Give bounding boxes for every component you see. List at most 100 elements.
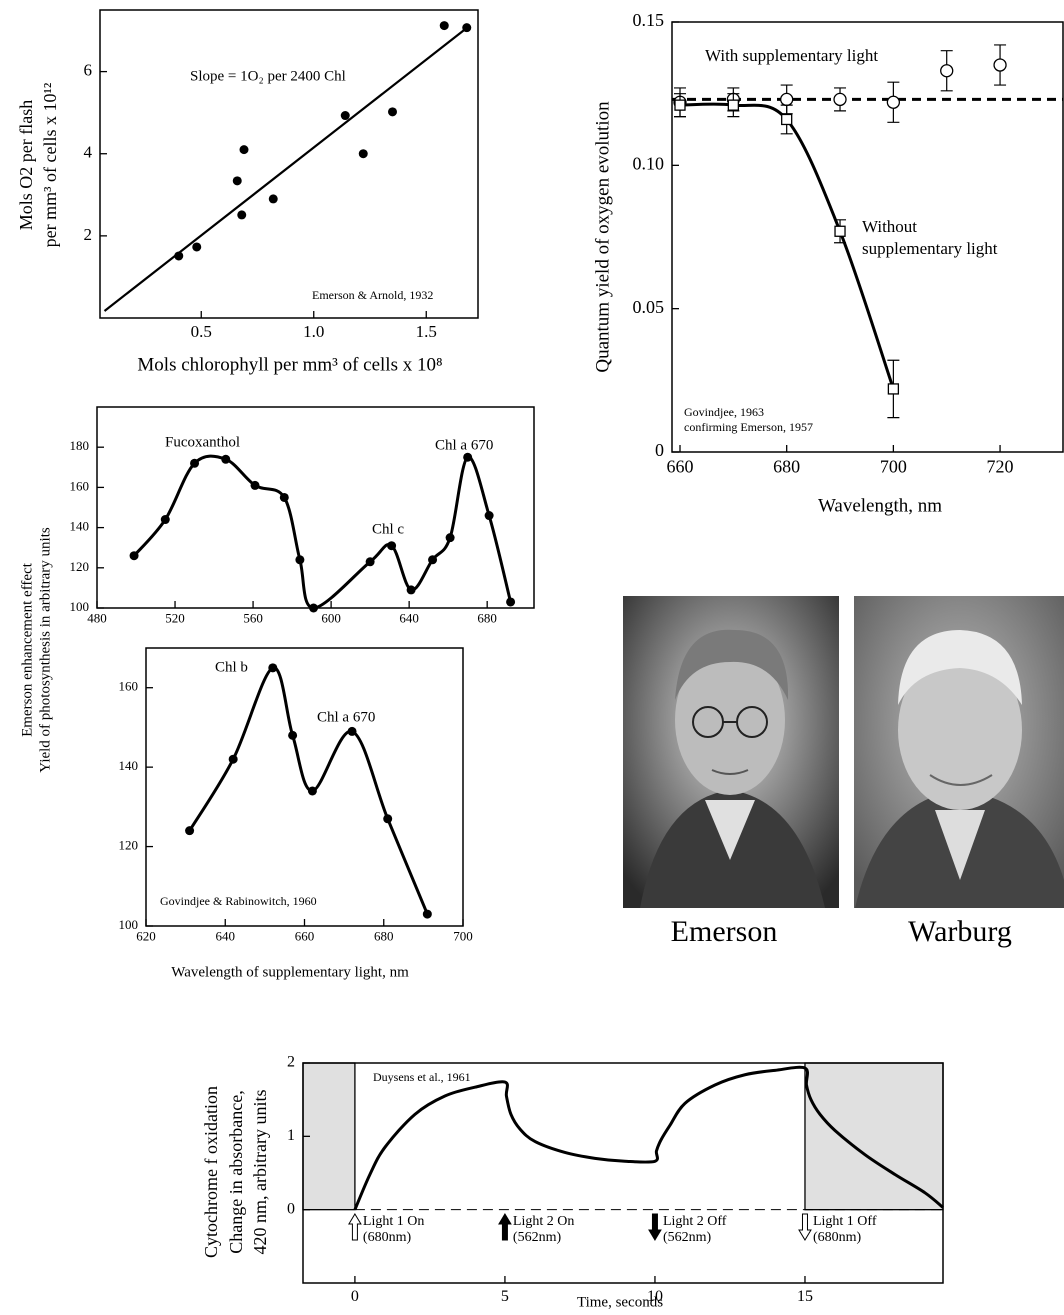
y-tick-label: 160: [119, 679, 139, 694]
marker: [250, 480, 260, 490]
marker: [422, 909, 432, 919]
y-tick-label: 180: [70, 438, 90, 453]
marker: [833, 92, 847, 107]
fit-line: [103, 28, 466, 312]
x-tick-label: 1.0: [303, 322, 324, 341]
point: [174, 251, 184, 261]
marker: [365, 557, 375, 567]
x-tick-label: 5: [501, 1288, 509, 1305]
y-tick-label: 0.10: [633, 153, 665, 173]
point: [239, 145, 249, 155]
y-tick-label: 1: [287, 1127, 295, 1144]
x-tick-label: 680: [773, 456, 800, 476]
x-tick-label: 600: [321, 611, 341, 626]
marker: [428, 555, 438, 565]
y-axis-label: Change in absorbance,: [226, 1090, 246, 1253]
shaded-interval: [804, 1062, 944, 1211]
plot-frame: [99, 9, 479, 319]
series-line: [353, 1065, 944, 1211]
point: [358, 149, 368, 159]
y-tick-label: 2: [287, 1054, 295, 1071]
marker: [674, 99, 686, 111]
marker: [387, 541, 397, 551]
point: [237, 210, 247, 220]
annotation: Chl b: [215, 659, 248, 675]
x-tick-label: 10: [647, 1288, 663, 1305]
y-tick-label: 6: [84, 61, 93, 80]
marker: [279, 492, 289, 502]
x-axis-label: Wavelength of supplementary light, nm: [171, 964, 409, 980]
x-tick-label: 620: [136, 929, 156, 944]
marker: [406, 585, 416, 595]
annotation: Chl c: [372, 521, 404, 537]
photo-caption: Emerson: [671, 915, 778, 948]
marker: [463, 452, 473, 462]
x-tick-label: 0.5: [191, 322, 212, 341]
annotation: Slope = 1O₂ per 2400 Chl: [190, 68, 346, 84]
x-axis-label: Mols chlorophyll per mm³ of cells x 10⁸: [137, 354, 442, 375]
event-sublabel: (680nm): [813, 1230, 862, 1245]
plot-frame: [671, 21, 1064, 453]
x-tick-label: 680: [477, 611, 497, 626]
marker: [268, 663, 278, 673]
x-tick-label: 640: [399, 611, 419, 626]
y-tick-label: 120: [119, 838, 139, 853]
event-arrow: [498, 1213, 512, 1241]
y-axis-label: Mols O2 per flash: [16, 100, 36, 230]
y-tick-label: 160: [70, 478, 90, 493]
series-label: With supplementary light: [705, 46, 878, 65]
event-sublabel: (562nm): [513, 1230, 562, 1245]
x-tick-label: 520: [165, 611, 185, 626]
marker: [383, 814, 393, 824]
marker: [940, 64, 954, 78]
marker: [307, 786, 317, 796]
marker: [221, 454, 231, 464]
marker: [445, 533, 455, 543]
event-label: Light 1 Off: [813, 1214, 877, 1229]
event-arrow: [798, 1213, 812, 1241]
series-label: Without supplementary light: [862, 217, 998, 258]
y-tick-label: 100: [70, 599, 90, 614]
point: [232, 176, 242, 186]
x-tick-label: 720: [987, 456, 1014, 476]
annotation: Govindjee, 1963: [684, 405, 764, 419]
annotation: Govindjee & Rabinowitch, 1960: [160, 894, 317, 908]
event-arrow: [348, 1213, 362, 1241]
marker: [886, 95, 901, 109]
y-tick-label: 0: [287, 1200, 295, 1217]
marker: [506, 597, 516, 607]
marker: [993, 58, 1007, 72]
event-sublabel: (562nm): [663, 1230, 712, 1245]
marker: [309, 603, 319, 613]
point: [388, 107, 397, 117]
x-tick-label: 560: [243, 611, 263, 626]
event-label: Light 2 On: [513, 1214, 574, 1229]
marker: [347, 726, 357, 736]
point: [439, 21, 449, 31]
annotation: Emerson & Arnold, 1932: [312, 288, 433, 302]
marker: [887, 383, 900, 395]
x-tick-label: 480: [87, 611, 107, 626]
series-line: [132, 454, 513, 610]
marker: [185, 826, 195, 836]
annotation: Duysens et al., 1961: [373, 1070, 471, 1084]
point: [340, 111, 350, 121]
marker: [781, 113, 793, 126]
marker: [295, 555, 305, 565]
x-axis-label: Time, seconds: [577, 1294, 663, 1310]
plot-frame: [302, 1062, 944, 1284]
marker: [129, 551, 139, 561]
x-tick-label: 660: [667, 456, 694, 476]
x-tick-label: 700: [880, 456, 907, 476]
y-tick-label: 140: [119, 758, 139, 773]
y-axis-label: per mm³ of cells x 10¹²: [40, 83, 60, 248]
marker: [288, 730, 298, 740]
y-tick-label: 0: [655, 440, 664, 460]
event-label: Light 2 Off: [663, 1214, 727, 1229]
photo-emerson: [623, 596, 839, 908]
marker: [834, 225, 846, 237]
marker: [780, 92, 794, 107]
event-arrow: [648, 1213, 662, 1241]
annotation: confirming Emerson, 1957: [684, 420, 813, 434]
